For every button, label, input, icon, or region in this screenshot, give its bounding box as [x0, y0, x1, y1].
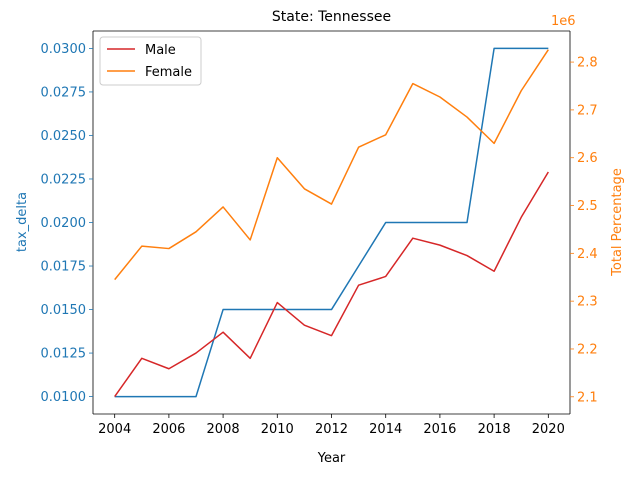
legend: Male Female: [99, 36, 202, 86]
y-left-tick-label-2: 0.0150: [41, 303, 87, 318]
y-left-tick-label-6: 0.0250: [41, 129, 87, 144]
x-tick-label-2010: 2010: [261, 422, 294, 437]
y-left-tick-label-3: 0.0175: [41, 260, 87, 275]
y-right-tick-label-3: 2.4: [577, 247, 598, 262]
y-right-tick-label-5: 2.6: [577, 151, 598, 166]
y-right-tick-label-6: 2.7: [577, 103, 598, 118]
legend-label-male: Male: [145, 43, 176, 58]
y-axis-right-label: Total Percentage: [610, 168, 625, 277]
plot-area: [93, 31, 570, 414]
x-tick-label-2006: 2006: [152, 422, 185, 437]
y-right-tick-label-4: 2.5: [577, 199, 598, 214]
y-left-tick-label-7: 0.0275: [41, 85, 87, 100]
series-layer: [114, 47, 549, 398]
y-left-tick-label-0: 0.0100: [41, 390, 87, 405]
x-tick-label-2008: 2008: [207, 422, 240, 437]
y-right-tick-label-0: 2.1: [577, 390, 598, 405]
ticks-layer: 2004 2006 2008 2010 2012 2014 2016 2018 2020 0.01…: [41, 42, 598, 437]
x-tick-label-2018: 2018: [478, 422, 511, 437]
x-tick-label-2004: 2004: [98, 422, 131, 437]
y-right-tick-label-1: 2.2: [577, 342, 598, 357]
y-left-tick-label-4: 0.0200: [41, 216, 87, 231]
chart-title: State: Tennessee: [272, 9, 391, 25]
y-right-tick-label-2: 2.3: [577, 295, 598, 310]
x-tick-label-2012: 2012: [315, 422, 348, 437]
legend-label-female: Female: [145, 65, 192, 80]
x-tick-label-2020: 2020: [532, 422, 565, 437]
y-left-tick-label-1: 0.0125: [41, 347, 87, 362]
x-tick-label-2014: 2014: [369, 422, 402, 437]
y-left-tick-label-5: 0.0225: [41, 172, 87, 187]
y-right-tick-label-7: 2.8: [577, 56, 598, 71]
y-axis-right-offset-label: 1e6: [551, 14, 576, 29]
y-axis-left-label: tax_delta: [15, 192, 30, 252]
y-left-tick-label-8: 0.0300: [41, 42, 87, 57]
x-axis-label: Year: [317, 451, 346, 466]
x-tick-label-2016: 2016: [423, 422, 456, 437]
